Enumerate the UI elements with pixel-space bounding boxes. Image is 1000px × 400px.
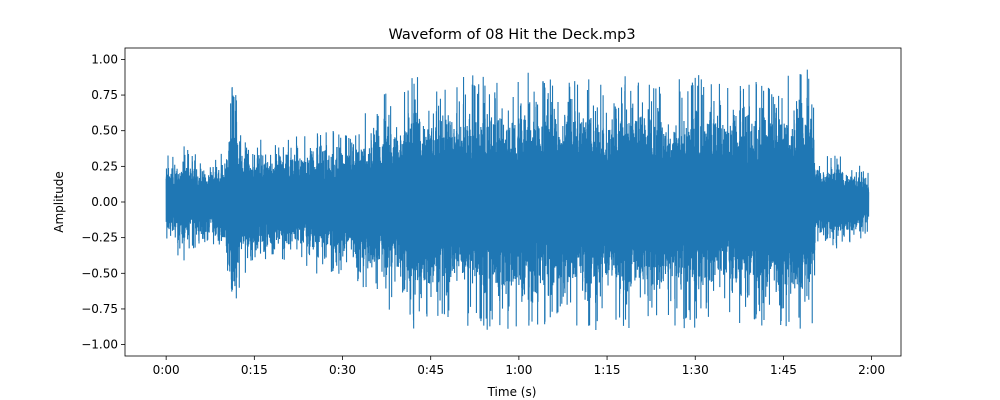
x-tick-label: 1:30 xyxy=(682,363,709,377)
y-tick-label: 0.75 xyxy=(91,88,118,102)
y-axis: 1.00 0.75 0.50 0.25 0.00 −0.25 −0.50 −0.75 −1.00 xyxy=(81,52,125,352)
x-axis: 0:00 0:15 0:30 0:45 1:00 1:15 1:30 1:45 2:00 xyxy=(153,356,885,377)
y-tick-label: 0.00 xyxy=(91,195,118,209)
y-tick-label: 0.25 xyxy=(91,159,118,173)
y-tick-label: −0.75 xyxy=(81,302,118,316)
x-tick-label: 2:00 xyxy=(858,363,885,377)
x-tick-label: 1:15 xyxy=(594,363,621,377)
y-axis-label: Amplitude xyxy=(52,171,66,233)
y-tick-label: −1.00 xyxy=(81,338,118,352)
x-tick-label: 0:15 xyxy=(241,363,268,377)
y-tick-label: 0.50 xyxy=(91,124,118,138)
waveform-series-line xyxy=(165,69,870,331)
plot-area xyxy=(124,47,902,357)
x-tick-label: 1:45 xyxy=(770,363,797,377)
x-tick-label: 0:00 xyxy=(153,363,180,377)
x-axis-label: Time (s) xyxy=(487,385,537,399)
x-tick-label: 1:00 xyxy=(505,363,532,377)
x-tick-label: 0:45 xyxy=(417,363,444,377)
y-tick-label: 1.00 xyxy=(91,52,118,66)
x-tick-label: 0:30 xyxy=(329,363,356,377)
y-tick-label: −0.25 xyxy=(81,231,118,245)
chart-title: Waveform of 08 Hit the Deck.mp3 xyxy=(388,27,635,43)
y-tick-label: −0.50 xyxy=(81,266,118,280)
